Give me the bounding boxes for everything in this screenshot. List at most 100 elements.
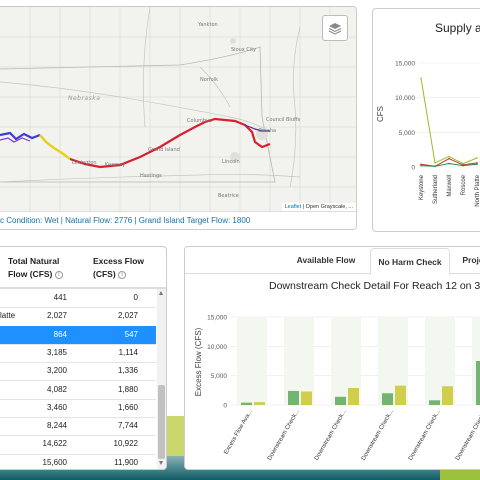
map-place-label: Norfolk xyxy=(200,77,218,83)
detail-tabs: Available Flow No Harm Check Proje xyxy=(185,247,480,275)
supply-y-tick: 0 xyxy=(411,165,415,172)
supply-data-point[interactable] xyxy=(420,164,422,167)
map-place-label: Lincoln xyxy=(222,159,240,165)
table-scrollbar[interactable] xyxy=(157,289,166,469)
excess-flow-cell: 1,660 xyxy=(117,402,138,412)
city-marker xyxy=(230,38,236,44)
detail-bar[interactable] xyxy=(254,402,265,405)
river-segment-middle[interactable] xyxy=(39,134,71,160)
detail-bar[interactable] xyxy=(395,385,406,405)
river-segment-downstream[interactable] xyxy=(69,117,271,169)
leaflet-link[interactable]: Leaflet xyxy=(284,204,302,210)
tab-projections[interactable]: Proje xyxy=(462,255,480,265)
supply-series-line[interactable] xyxy=(420,78,478,165)
tab-no-harm-check[interactable]: No Harm Check xyxy=(370,248,450,275)
map-place-label: Yankton xyxy=(198,22,218,28)
total-natural-flow-cell: 864 xyxy=(53,329,67,339)
supply-data-point[interactable] xyxy=(420,77,422,80)
total-natural-flow-cell: 3,185 xyxy=(46,347,67,357)
supply-data-point[interactable] xyxy=(476,162,478,164)
map-state-label: Nebraska xyxy=(68,95,101,102)
supply-data-point[interactable] xyxy=(448,157,450,160)
detail-panel: Available Flow No Harm Check Proje Downs… xyxy=(184,246,480,470)
supply-data-point[interactable] xyxy=(476,157,478,159)
total-natural-flow-cell: 441 xyxy=(53,293,67,302)
map-canvas[interactable] xyxy=(0,7,356,212)
table-row[interactable]: 14,622 10,922 xyxy=(0,435,156,455)
excess-flow-cell: 1,336 xyxy=(117,366,138,376)
detail-bar[interactable] xyxy=(241,402,252,405)
col-header-total-natural-flow[interactable]: Total Natural Flow (CFS) i xyxy=(8,255,78,281)
total-natural-flow-cell: 3,200 xyxy=(46,366,67,376)
detail-bar[interactable] xyxy=(348,387,359,405)
supply-x-tick: Keystone xyxy=(419,174,425,200)
detail-bar[interactable] xyxy=(476,361,480,405)
map-place-label: Kearney xyxy=(105,162,126,168)
table-row[interactable]: 3,185 1,114 xyxy=(0,344,156,364)
supply-y-axis-label: CFS xyxy=(376,106,385,122)
table-row[interactable]: 3,200 1,336 xyxy=(0,362,156,382)
detail-x-tick: Downstream Check... xyxy=(267,409,301,462)
scroll-down-arrow-icon[interactable] xyxy=(159,461,163,465)
map-place-label: Beatrice xyxy=(218,193,239,199)
row-name-cell: latte xyxy=(0,311,16,321)
table-row[interactable]: latte 2,027 2,027 xyxy=(0,307,156,327)
attribution-text: | Open Grayscale, ... xyxy=(301,204,353,210)
supply-x-tick: Maxwell xyxy=(447,175,453,197)
supply-x-tick: North Platte xyxy=(475,174,480,206)
detail-bar[interactable] xyxy=(335,396,346,405)
supply-x-tick: Roscoe xyxy=(461,174,467,195)
detail-y-tick: 15,000 xyxy=(207,315,227,322)
info-icon[interactable]: i xyxy=(54,270,63,279)
table-row[interactable]: 441 0 xyxy=(0,289,156,309)
downstream-check-chart: Excess Flow (CFS) 15,000 10,000 5,000 0Exces… xyxy=(194,315,480,462)
col-header-excess-flow[interactable]: Excess Flow (CFS) i xyxy=(93,255,153,281)
table-row[interactable]: 864 547 xyxy=(0,325,156,345)
scroll-thumb[interactable] xyxy=(158,385,165,459)
scroll-up-arrow-icon[interactable] xyxy=(159,291,163,295)
supply-data-point[interactable] xyxy=(476,163,478,166)
supply-data-point[interactable] xyxy=(462,164,464,167)
tab-available-flow[interactable]: Available Flow xyxy=(296,255,356,265)
supply-data-point[interactable] xyxy=(462,162,464,165)
detail-x-tick: Excess Flow Ava... xyxy=(223,409,253,456)
detail-x-tick: Downstream Check... xyxy=(361,409,395,462)
total-natural-flow-cell: 3,460 xyxy=(46,402,67,412)
road-line xyxy=(0,173,301,183)
detail-bar-group-bg xyxy=(284,317,314,405)
detail-bar[interactable] xyxy=(301,391,312,405)
supply-data-point[interactable] xyxy=(448,162,450,165)
river-segment-upstream[interactable] xyxy=(0,131,41,141)
excess-flow-cell: 10,922 xyxy=(113,439,138,449)
excess-flow-cell: 2,027 xyxy=(117,311,138,321)
excess-flow-cell: 7,744 xyxy=(117,421,138,431)
info-icon[interactable]: i xyxy=(118,270,127,279)
supply-data-point[interactable] xyxy=(434,162,436,164)
supply-data-point[interactable] xyxy=(420,163,422,166)
map-panel[interactable]: Yankton Sioux City Norfolk Nebraska Coun… xyxy=(0,6,357,230)
col-header-label: Total Natural Flow (CFS) xyxy=(8,256,60,279)
detail-bar[interactable] xyxy=(382,393,393,405)
map-place-label: Council Bluffs xyxy=(266,117,301,123)
table-row[interactable]: 8,244 7,744 xyxy=(0,417,156,437)
road-line xyxy=(199,66,231,108)
detail-bar[interactable] xyxy=(429,400,440,405)
river-segment-upstream-branch[interactable] xyxy=(0,137,31,143)
total-natural-flow-cell: 2,027 xyxy=(46,311,67,321)
detail-x-tick: Downstream Check... xyxy=(408,409,442,462)
county-grid xyxy=(0,7,356,212)
excess-flow-cell: 11,900 xyxy=(114,457,138,467)
map-place-label: Columbus xyxy=(187,118,212,124)
supply-data-point[interactable] xyxy=(434,165,436,168)
layers-button[interactable] xyxy=(322,15,348,41)
table-row[interactable]: 3,460 1,660 xyxy=(0,399,156,419)
detail-bar[interactable] xyxy=(442,386,453,405)
table-row[interactable]: 15,600 11,900 xyxy=(0,454,156,469)
river-tributary[interactable] xyxy=(244,124,270,132)
road-line xyxy=(142,7,151,128)
detail-chart-title: Downstream Check Detail For Reach 12 on … xyxy=(269,280,480,292)
detail-bar[interactable] xyxy=(288,390,299,405)
supply-data-point[interactable] xyxy=(448,155,450,158)
map-status-bar: c Condition: Wet | Natural Flow: 2776 | … xyxy=(0,211,356,229)
table-row[interactable]: 4,082 1,880 xyxy=(0,381,156,400)
